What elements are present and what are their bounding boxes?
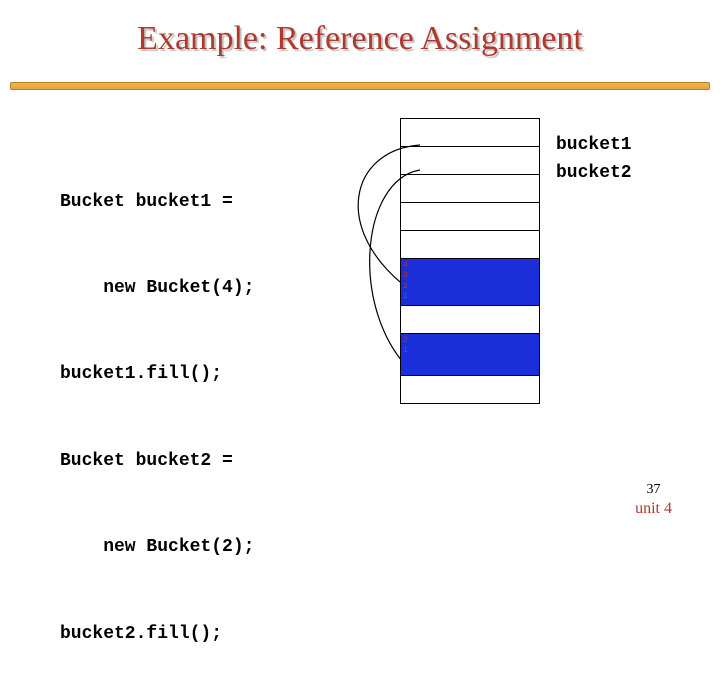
var-bucket1: bucket1 bbox=[556, 132, 632, 160]
code-block: Bucket bucket1 = new Bucket(4); bucket1.… bbox=[60, 130, 254, 677]
obj1-lbl-3: 1 bbox=[403, 292, 537, 302]
page-number: 37 bbox=[635, 482, 672, 498]
code-line-5: new Bucket(2); bbox=[60, 533, 254, 562]
code-line-2: new Bucket(4); bbox=[60, 274, 254, 303]
mem-cell-6 bbox=[401, 305, 540, 333]
obj1-lbl-1: 3 bbox=[403, 271, 537, 281]
slide-title: Example: Reference Assignment bbox=[0, 20, 720, 58]
mem-cell-3 bbox=[401, 203, 540, 231]
mem-cell-0 bbox=[401, 119, 540, 147]
mem-cell-8 bbox=[401, 375, 540, 403]
mem-cell-4 bbox=[401, 231, 540, 259]
mem-cell-1 bbox=[401, 147, 540, 175]
memory-table-wrap: 4 3 2 1 2 1 bbox=[400, 118, 540, 404]
variable-labels: bucket1 bucket2 bbox=[556, 132, 632, 188]
obj2-lbl-0: 2 bbox=[403, 336, 537, 346]
code-line-1: Bucket bucket1 = bbox=[60, 188, 254, 217]
memory-table: 4 3 2 1 2 1 bbox=[400, 118, 540, 404]
obj2-lbl-1: 1 bbox=[403, 346, 537, 356]
mem-object-1: 4 3 2 1 bbox=[401, 259, 540, 306]
mem-cell-2 bbox=[401, 175, 540, 203]
slide-footer: 37 unit 4 bbox=[635, 482, 672, 518]
code-line-3: bucket1.fill(); bbox=[60, 360, 254, 389]
code-line-6: bucket2.fill(); bbox=[60, 620, 254, 649]
var-bucket2: bucket2 bbox=[556, 160, 632, 188]
mem-object-2: 2 1 bbox=[401, 333, 540, 375]
obj1-lbl-0: 4 bbox=[403, 261, 537, 271]
obj1-lbl-2: 2 bbox=[403, 282, 537, 292]
code-line-4: Bucket bucket2 = bbox=[60, 447, 254, 476]
unit-label: unit 4 bbox=[635, 500, 672, 517]
title-divider bbox=[10, 82, 710, 90]
